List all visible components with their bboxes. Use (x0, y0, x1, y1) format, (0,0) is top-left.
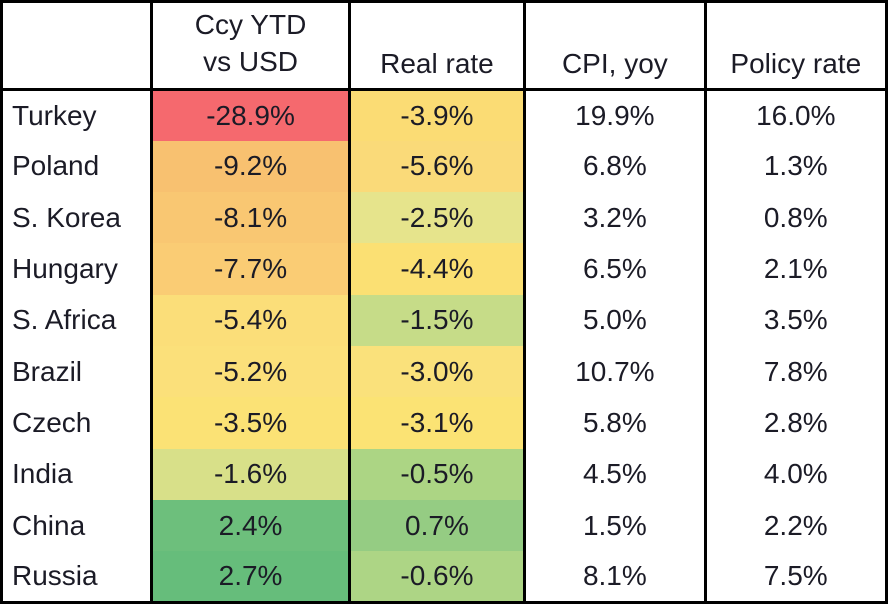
table-row-czech: Czech -3.5% -3.1% 5.8% 2.8% (0, 397, 887, 449)
country-label: Brazil (0, 345, 152, 398)
cpi-cell: 1.5% (523, 499, 706, 552)
real-rate-cell: -4.4% (347, 243, 525, 295)
country-label: Turkey (0, 89, 152, 141)
policy-rate-cell: 1.3% (703, 140, 887, 193)
real-rate-cell: -3.0% (347, 345, 525, 398)
real-rate-cell: -5.6% (347, 140, 525, 193)
ccy-ytd-cell: -8.1% (150, 192, 350, 244)
corner-cell (0, 1, 152, 91)
header-row: Ccy YTD vs USD Real rate CPI, yoy Policy … (0, 1, 887, 91)
cpi-cell: 3.2% (523, 192, 706, 244)
policy-rate-cell: 2.1% (703, 243, 887, 295)
cpi-cell: 4.5% (523, 448, 706, 500)
policy-rate-cell: 2.8% (703, 397, 887, 449)
country-label: Hungary (0, 243, 152, 295)
table-row-poland: Poland -9.2% -5.6% 6.8% 1.3% (0, 140, 887, 193)
cpi-cell: 5.8% (523, 397, 706, 449)
policy-rate-cell: 2.2% (703, 499, 887, 552)
col-header-policy-rate: Policy rate (703, 1, 887, 91)
cpi-cell: 6.8% (523, 140, 706, 193)
policy-rate-cell: 16.0% (703, 89, 887, 141)
policy-rate-cell: 3.5% (703, 294, 887, 346)
real-rate-cell: -3.9% (347, 89, 525, 141)
real-rate-cell: -1.5% (347, 294, 525, 346)
country-label: India (0, 448, 152, 500)
table-row-hungary: Hungary -7.7% -4.4% 6.5% 2.1% (0, 243, 887, 295)
policy-rate-cell: 7.5% (703, 551, 887, 603)
table-row-brazil: Brazil -5.2% -3.0% 10.7% 7.8% (0, 345, 887, 398)
real-rate-cell: -3.1% (347, 397, 525, 449)
ccy-ytd-cell: -5.2% (150, 345, 350, 398)
table-row-india: India -1.6% -0.5% 4.5% 4.0% (0, 448, 887, 500)
country-label: S. Korea (0, 192, 152, 244)
ccy-ytd-cell: -5.4% (150, 294, 350, 346)
country-label: Russia (0, 551, 152, 603)
table-row-s-korea: S. Korea -8.1% -2.5% 3.2% 0.8% (0, 192, 887, 244)
cpi-cell: 19.9% (523, 89, 706, 141)
ccy-ytd-cell: -1.6% (150, 448, 350, 500)
table-row-turkey: Turkey -28.9% -3.9% 19.9% 16.0% (0, 89, 887, 141)
cpi-cell: 6.5% (523, 243, 706, 295)
real-rate-cell: -2.5% (347, 192, 525, 244)
table-row-s-africa: S. Africa -5.4% -1.5% 5.0% 3.5% (0, 294, 887, 346)
policy-rate-cell: 7.8% (703, 345, 887, 398)
col-header-ccy-line1: Ccy YTD (194, 8, 307, 40)
col-header-ccy-line2: vs USD (203, 45, 298, 77)
policy-rate-cell: 0.8% (703, 192, 887, 244)
table-row-china: China 2.4% 0.7% 1.5% 2.2% (0, 499, 887, 552)
cpi-cell: 10.7% (523, 345, 706, 398)
country-label: S. Africa (0, 294, 152, 346)
ccy-ytd-cell: 2.4% (150, 499, 350, 552)
col-header-cpi-yoy: CPI, yoy (523, 1, 706, 91)
country-label: Poland (0, 140, 152, 193)
ccy-ytd-cell: -3.5% (150, 397, 350, 449)
col-header-real-rate: Real rate (347, 1, 525, 91)
country-label: China (0, 499, 152, 552)
real-rate-cell: 0.7% (347, 499, 525, 552)
cpi-cell: 8.1% (523, 551, 706, 603)
real-rate-cell: -0.5% (347, 448, 525, 500)
ccy-ytd-cell: -28.9% (150, 89, 350, 141)
real-rate-cell: -0.6% (347, 551, 525, 603)
table-row-russia: Russia 2.7% -0.6% 8.1% 7.5% (0, 551, 887, 603)
ccy-ytd-cell: 2.7% (150, 551, 350, 603)
cpi-cell: 5.0% (523, 294, 706, 346)
country-label: Czech (0, 397, 152, 449)
col-header-ccy-ytd: Ccy YTD vs USD (150, 1, 350, 91)
ccy-ytd-cell: -7.7% (150, 243, 350, 295)
ccy-ytd-cell: -9.2% (150, 140, 350, 193)
policy-rate-cell: 4.0% (703, 448, 887, 500)
